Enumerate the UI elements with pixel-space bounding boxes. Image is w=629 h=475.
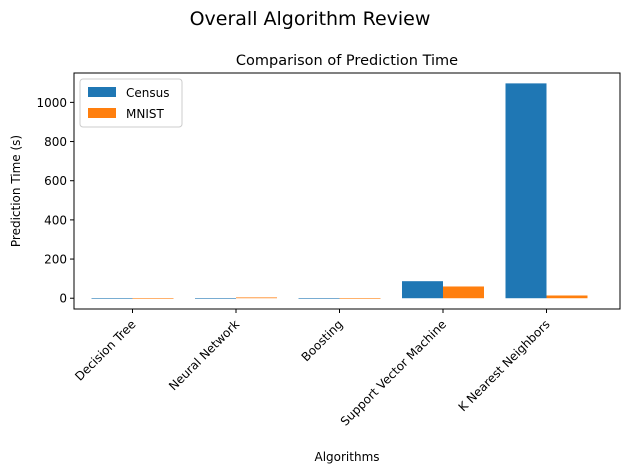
y-tick-label: 200: [44, 253, 67, 267]
legend: Census MNIST: [79, 78, 183, 128]
y-tick-label: 800: [44, 135, 67, 149]
bar-mnist-support-vector-machine: [443, 286, 484, 299]
bar-mnist-decision-tree: [132, 298, 174, 299]
legend-label-mnist: MNIST: [126, 107, 164, 121]
x-axis-label: Algorithms: [314, 450, 379, 464]
x-axis-ticks: Decision Tree Neural Network BoostingSuppo…: [72, 309, 553, 429]
legend-label-census: Census: [126, 86, 169, 100]
bar-census-boosting: [298, 298, 340, 299]
chart-title: Comparison of Prediction Time: [236, 53, 458, 69]
x-tick-label: Support Vector Machine: [338, 317, 449, 428]
bar-census-decision-tree: [91, 298, 133, 299]
y-axis-ticks: 0 200 400 600 800 1000: [36, 96, 74, 306]
bar-mnist-neural-network: [236, 297, 277, 299]
y-tick-label: 0: [59, 292, 67, 306]
plot-frame: [73, 72, 621, 310]
y-axis-label: Prediction Time (s): [9, 135, 23, 247]
x-tick-label: Boosting: [299, 317, 346, 364]
y-tick-label: 600: [44, 174, 67, 188]
y-tick-label: 400: [44, 213, 67, 227]
bar-mnist-boosting: [339, 298, 381, 299]
chart-suptitle: Overall Algorithm Review: [190, 8, 431, 30]
bar-census-support-vector-machine: [402, 281, 443, 299]
bars-layer: [91, 83, 588, 299]
x-tick-label: K Nearest Neighbors: [456, 317, 553, 414]
bar-census-neural-network: [195, 298, 236, 299]
x-tick-label: Decision Tree: [72, 317, 138, 383]
legend-swatch-census: [88, 87, 116, 97]
bar-mnist-k-nearest-neighbors: [546, 295, 588, 299]
legend-swatch-mnist: [88, 108, 116, 118]
x-tick-label: Neural Network: [166, 317, 242, 393]
bar-census-k-nearest-neighbors: [505, 83, 547, 299]
y-tick-label: 1000: [36, 96, 67, 110]
